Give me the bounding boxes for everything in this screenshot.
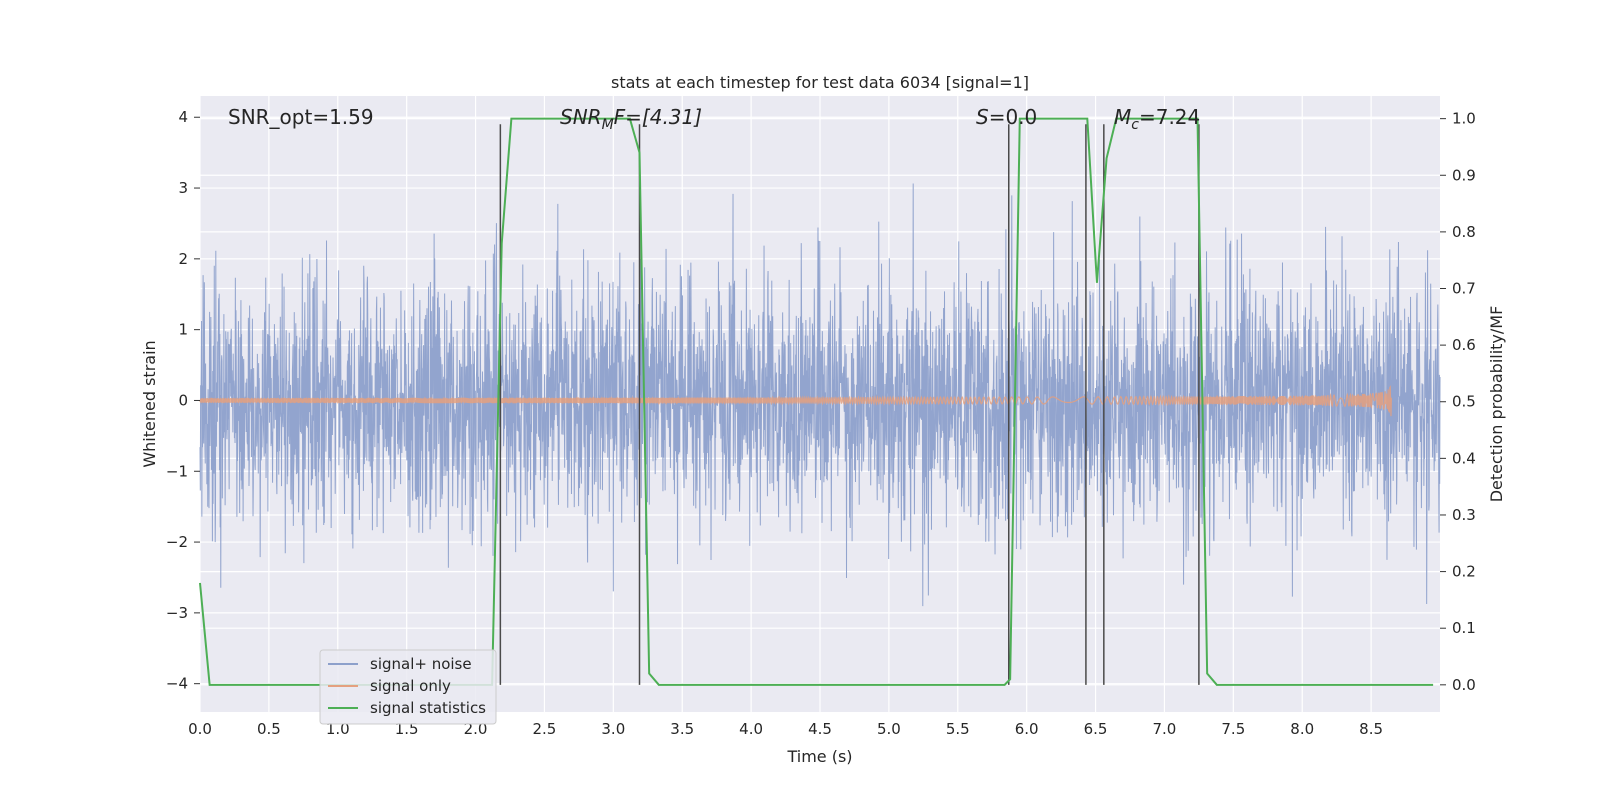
y-tick-label: −4 <box>166 675 188 693</box>
y2-tick-label: 0.7 <box>1452 280 1476 298</box>
statistics-trace <box>199 117 1434 686</box>
y2-tick-label: 0.3 <box>1452 506 1476 524</box>
y-tick-label: 0 <box>178 391 188 409</box>
y2-tick-label: 0.0 <box>1452 676 1476 694</box>
y-axis-label: Whitened strain <box>140 340 159 467</box>
chirp-trace <box>199 385 1392 417</box>
chart-title: stats at each timestep for test data 603… <box>611 73 1029 92</box>
tick-labels: 0.0 0.5 1.0 1.5 2.0 2.5 3.0 3.5 4.0 4.5 5.0 5.5 6.0 6… <box>166 108 1476 738</box>
y-tick-label: −1 <box>166 462 188 480</box>
series-signal-only <box>199 385 1392 417</box>
y2-tick-label: 0.4 <box>1452 449 1476 467</box>
y2-axis-label: Detection probability/MF <box>1487 306 1506 503</box>
x-tick-label: 3.0 <box>601 720 625 738</box>
legend-label-signal-only: signal only <box>370 677 451 695</box>
legend-label-signal-noise: signal+ noise <box>370 655 472 673</box>
annotation-snr-opt: SNR_opt=1.59 <box>228 105 374 129</box>
legend-box <box>319 649 497 725</box>
x-tick-label: 4.0 <box>739 720 763 738</box>
x-tick-label: 2.5 <box>533 720 557 738</box>
y2-tick-label: 0.6 <box>1452 336 1476 354</box>
y2-tick-label: 0.2 <box>1452 563 1476 581</box>
y2-tick-label: 0.9 <box>1452 166 1476 184</box>
annotation-mc: Mc=7.24 <box>1114 105 1200 133</box>
y-tick-label: 1 <box>178 321 188 339</box>
x-tick-label: 5.0 <box>877 720 901 738</box>
series-signal-noise <box>199 183 1441 607</box>
legend-label-signal-statistics: signal statistics <box>370 699 486 717</box>
x-axis-label: Time (s) <box>786 747 852 766</box>
y2-tick-label: 0.1 <box>1452 619 1476 637</box>
y2-tick-label: 1.0 <box>1452 110 1476 128</box>
x-tick-label: 7.5 <box>1221 720 1245 738</box>
noise-trace <box>199 183 1441 607</box>
x-tick-label: 0.5 <box>257 720 281 738</box>
x-tick-label: 5.5 <box>946 720 970 738</box>
y2-tick-label: 0.8 <box>1452 223 1476 241</box>
series-signal-statistics <box>199 117 1434 686</box>
y-tick-label: 2 <box>178 250 188 268</box>
y-tick-label: 4 <box>178 108 188 126</box>
y2-tick-label: 0.5 <box>1452 393 1476 411</box>
x-tick-label: 6.0 <box>1015 720 1039 738</box>
x-tick-label: 6.5 <box>1084 720 1108 738</box>
y-tick-label: 3 <box>178 179 188 197</box>
annotation-s: S=0.0 <box>976 105 1037 129</box>
x-tick-label: 4.5 <box>808 720 832 738</box>
x-tick-label: 8.0 <box>1290 720 1314 738</box>
legend: signal+ noise signal only signal statist… <box>319 649 497 725</box>
x-tick-label: 3.5 <box>670 720 694 738</box>
x-tick-label: 8.5 <box>1359 720 1383 738</box>
y-tick-label: −2 <box>166 533 188 551</box>
x-tick-label: 7.0 <box>1153 720 1177 738</box>
annotation-snr-mf: SNRMF=[4.31] <box>560 105 702 133</box>
y-tick-label: −3 <box>166 604 188 622</box>
x-tick-label: 0.0 <box>188 720 212 738</box>
